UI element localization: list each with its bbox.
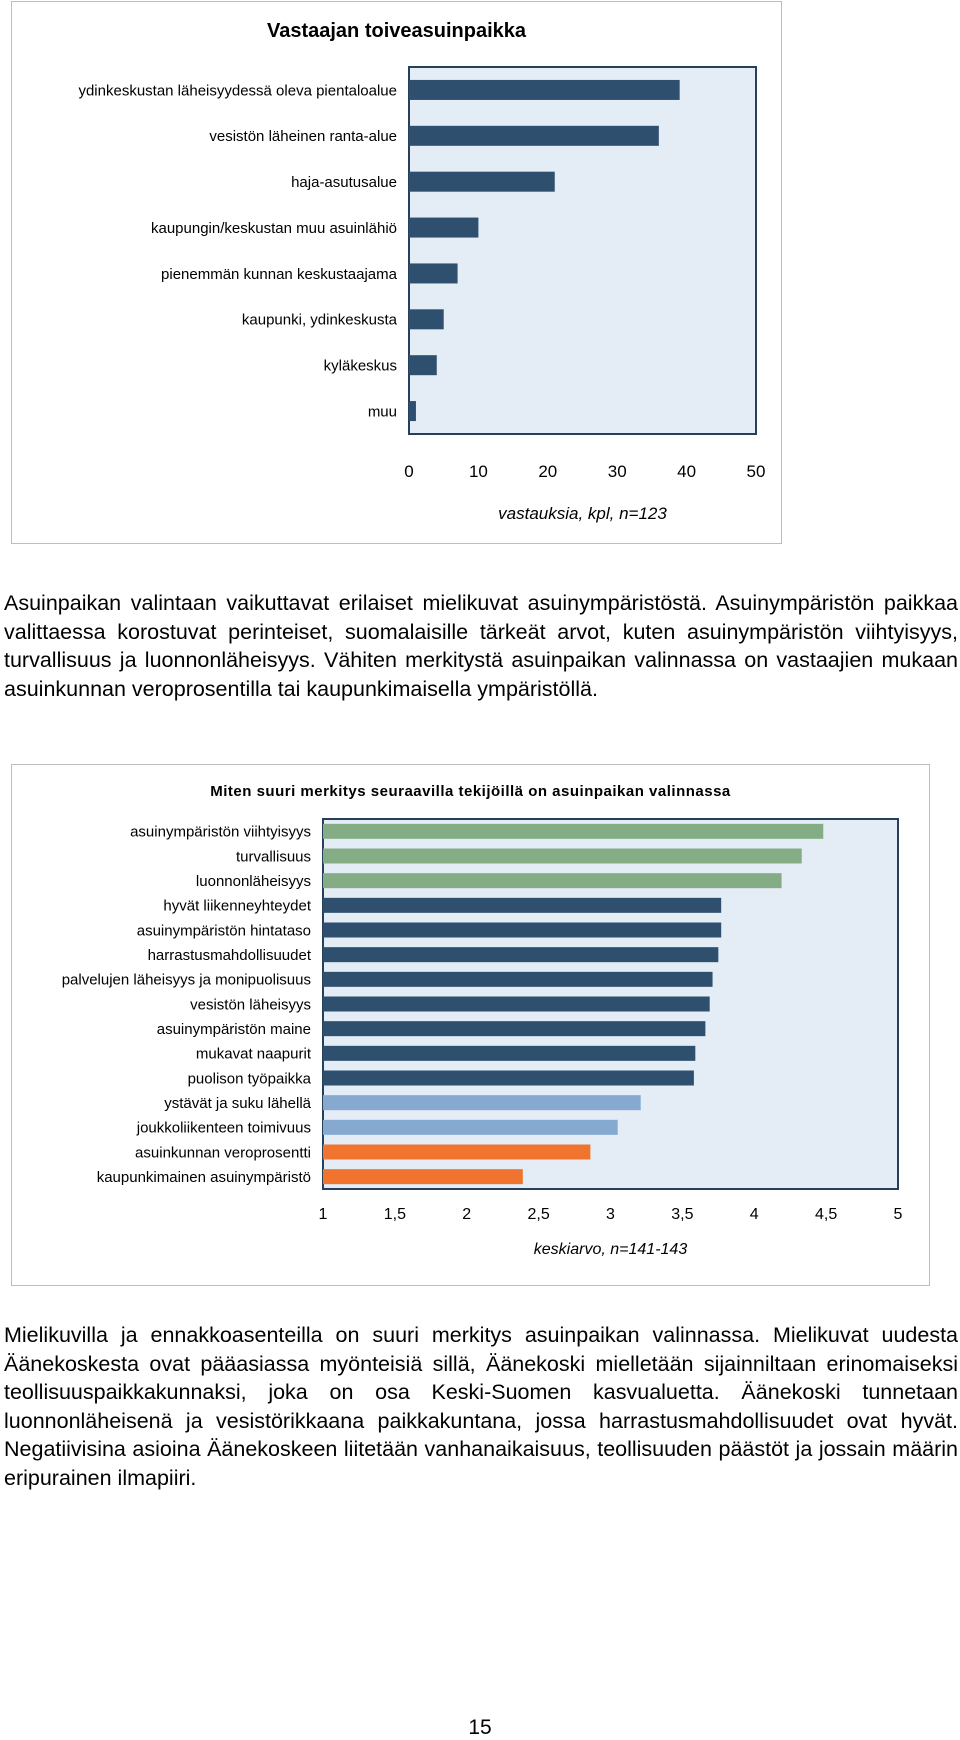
bar [323,848,802,864]
x-tick-label: 2 [462,1206,471,1223]
x-axis-label: vastauksia, kpl, n=123 [498,504,667,523]
category-label: luonnonläheisyys [196,873,311,890]
x-tick-label: 3 [606,1206,615,1223]
category-label: haja-asutusalue [291,174,397,191]
category-label: vesistön läheisyys [190,996,311,1013]
body-paragraph: Asuinpaikan valintaan vaikuttavat erilai… [4,591,958,701]
bar [409,263,458,284]
category-label: asuinkunnan veroprosentti [135,1144,311,1161]
x-tick-label: 2,5 [528,1206,550,1223]
category-label: hyvät liikenneyhteydet [163,898,311,915]
bar [409,125,659,146]
x-tick-label: 40 [677,462,696,481]
bar [323,1021,706,1037]
bar [323,1119,618,1135]
bar [323,1045,696,1061]
bar [409,171,555,192]
bar [323,873,782,889]
x-tick-label: 3,5 [671,1206,693,1223]
body-paragraph: Mielikuvilla ja ennakkoasenteilla on suu… [4,1323,958,1490]
category-label: harrastusmahdollisuudet [148,947,312,964]
category-label: kyläkeskus [324,358,397,375]
x-tick-label: 1 [319,1206,328,1223]
bar [409,309,444,330]
bar [409,401,416,422]
bar [323,1169,523,1185]
x-axis-label: keskiarvo, n=141-143 [534,1241,688,1258]
category-label: palvelujen läheisyys ja monipuolisuus [62,972,311,989]
bar [323,971,713,987]
chart-title: Miten suuri merkitys seuraavilla tekijöi… [210,783,731,800]
category-label: turvallisuus [236,848,311,865]
bar [323,947,719,963]
category-label: pienemmän kunnan keskustaajama [161,266,398,283]
category-label: joukkoliikenteen toimivuus [136,1120,311,1137]
x-tick-label: 1,5 [384,1206,406,1223]
chart-title: Vastaajan toiveasuinpaikka [266,20,527,42]
x-tick-label: 5 [894,1206,903,1223]
chart-toiveasuinpaikka: Vastaajan toiveasuinpaikka ydinkeskustan… [11,1,782,544]
category-label: asuinympäristön hintataso [137,922,311,939]
category-label: kaupungin/keskustan muu asuinlähiö [151,220,397,237]
bar [409,79,680,100]
x-tick-label: 10 [469,462,488,481]
x-tick-label: 50 [747,462,766,481]
category-label: mukavat naapurit [196,1046,312,1063]
bar [409,217,479,238]
bar [409,355,437,376]
bar [323,897,722,913]
bar [323,1095,641,1111]
bar [323,922,722,938]
category-label: ystävät ja suku lähellä [164,1095,311,1112]
x-tick-label: 20 [538,462,557,481]
x-tick-label: 4 [750,1206,759,1223]
x-tick-label: 30 [608,462,627,481]
category-label: kaupunki, ydinkeskusta [242,312,398,329]
category-label: muu [368,403,397,420]
category-label: vesistön läheinen ranta-alue [209,128,397,145]
bar [323,1144,591,1160]
plot-area [408,66,757,435]
page-number: 15 [468,1716,492,1739]
bar-chart-svg: asuinympäristön viihtyisyys turvallisuus l… [62,818,903,1258]
chart-merkitys: Miten suuri merkitys seuraavilla tekijöi… [11,764,930,1286]
bar [323,823,824,839]
category-label: puolison työpaikka [188,1070,312,1087]
bar-chart-svg: ydinkeskustan läheisyydessä oleva pienta… [78,66,766,523]
x-tick-label: 4,5 [815,1206,837,1223]
x-tick-label: 0 [404,462,413,481]
bar [323,1070,694,1086]
category-label: asuinympäristön maine [157,1021,311,1038]
category-label: kaupunkimainen asuinympäristö [97,1169,311,1186]
category-label: asuinympäristön viihtyisyys [130,824,311,841]
bar [323,996,710,1012]
category-label: ydinkeskustan läheisyydessä oleva pienta… [78,82,397,99]
